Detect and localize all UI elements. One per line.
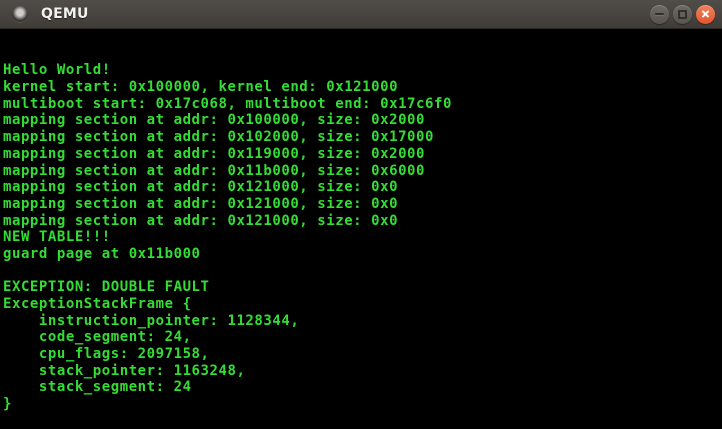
terminal-line: NEW TABLE!!! [3,229,111,246]
terminal-line: stack_segment: 24 [3,379,192,396]
terminal-line: mapping section at addr: 0x11b000, size:… [3,162,425,179]
terminal-line [3,46,452,63]
terminal-line: guard page at 0x11b000 [3,245,201,262]
qemu-display-area[interactable]: Hello World! kernel start: 0x100000, kern… [0,29,722,429]
terminal-line: multiboot start: 0x17c068, multiboot end… [3,95,452,112]
terminal-line: code_segment: 24, [3,329,192,346]
terminal-line: mapping section at addr: 0x121000, size:… [3,212,399,229]
terminal-line: mapping section at addr: 0x121000, size:… [3,195,399,212]
terminal-output: Hello World! kernel start: 0x100000, kern… [3,29,452,413]
minimize-icon [655,13,664,15]
terminal-line [3,263,452,280]
close-button[interactable] [696,4,715,24]
terminal-line: EXCEPTION: DOUBLE FAULT [3,279,210,296]
terminal-line: ExceptionStackFrame { [3,296,192,312]
window-title: QEMU [41,6,89,22]
terminal-line: kernel start: 0x100000, kernel end: 0x12… [3,79,399,96]
terminal-line [3,29,452,46]
maximize-button[interactable] [673,4,692,24]
maximize-icon [678,9,687,19]
terminal-line: cpu_flags: 2097158, [3,346,210,363]
terminal-line: mapping section at addr: 0x121000, size:… [3,179,399,196]
qemu-app-icon [12,6,28,22]
terminal-line: mapping section at addr: 0x100000, size:… [3,112,425,129]
close-icon [701,10,710,19]
window-titlebar[interactable]: QEMU [0,0,722,29]
terminal-line: Hello World! [3,62,111,79]
terminal-line: mapping section at addr: 0x119000, size:… [3,145,425,162]
terminal-line: } [3,396,12,413]
terminal-line: mapping section at addr: 0x102000, size:… [3,129,434,146]
terminal-line: stack_pointer: 1163248, [3,362,246,379]
terminal-line: instruction_pointer: 1128344, [3,312,300,329]
window-controls [650,4,715,24]
minimize-button[interactable] [650,4,669,24]
